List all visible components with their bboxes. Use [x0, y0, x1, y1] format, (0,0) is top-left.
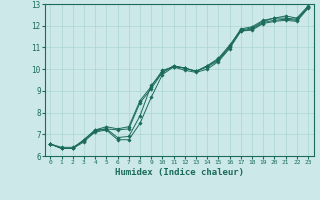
X-axis label: Humidex (Indice chaleur): Humidex (Indice chaleur) — [115, 168, 244, 177]
